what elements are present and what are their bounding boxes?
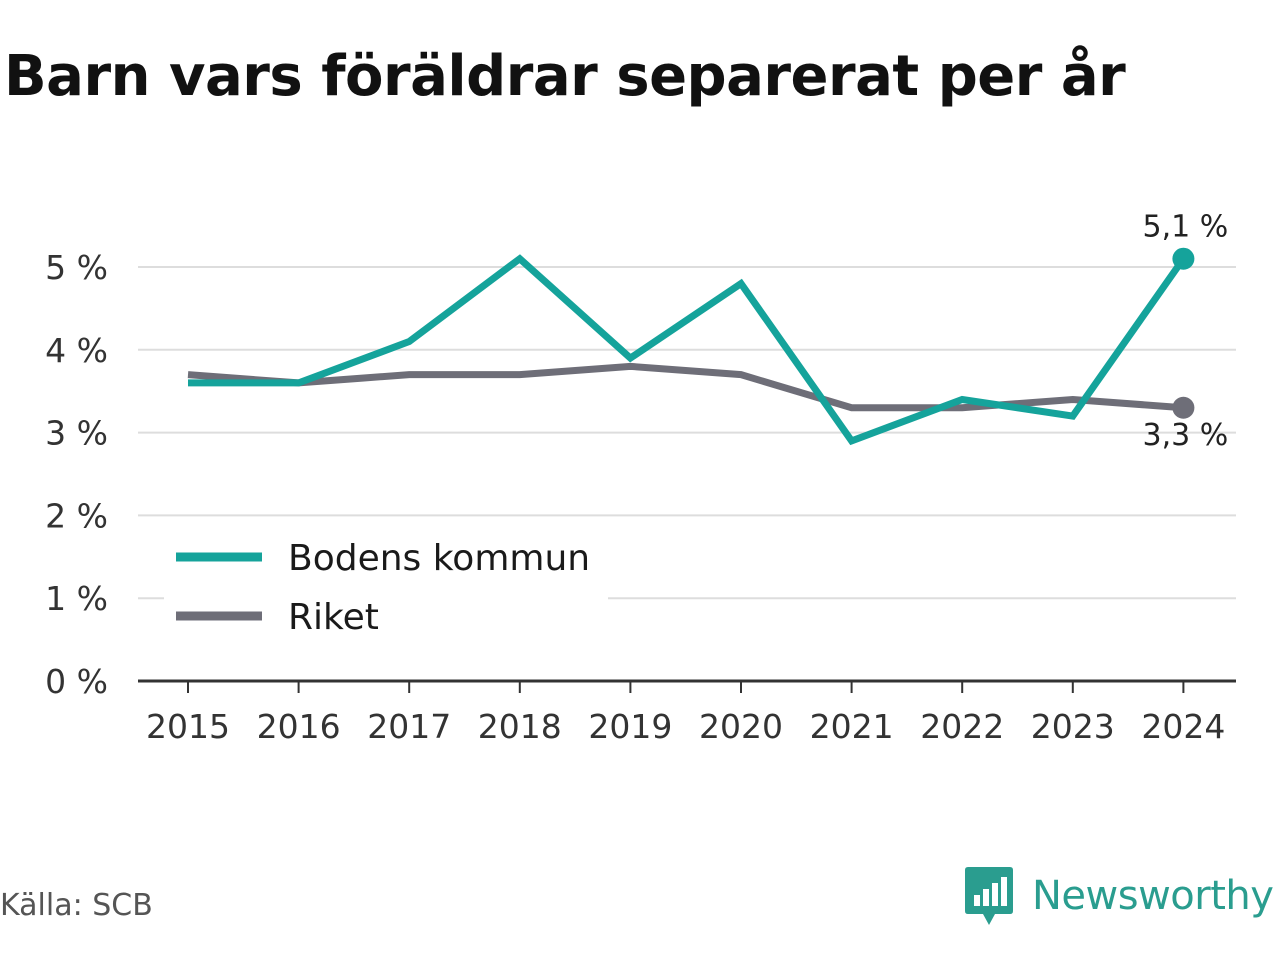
x-axis: 2015 2016 2017 2018 2019 2020 2021 2022 2023 2024 (138, 679, 1236, 746)
x-tick-label: 2017 (367, 707, 451, 746)
x-tick-label: 2019 (588, 707, 672, 746)
y-axis-tick-labels: 0 % 1 % 2 % 3 % 4 % 5 % (45, 248, 108, 701)
x-tick-label: 2016 (257, 707, 341, 746)
y-tick-label: 4 % (45, 331, 108, 370)
data-point (1172, 396, 1195, 419)
end-labels: 5,1 % 3,3 % (1143, 210, 1229, 453)
chart-title: Barn vars föräldrar separerat per år (4, 44, 1126, 109)
brand-name: Newsworthy (1032, 873, 1274, 919)
y-tick-label: 2 % (45, 496, 108, 535)
x-tick-label: 2023 (1031, 707, 1115, 746)
x-tick-label: 2022 (920, 707, 1004, 746)
y-tick-label: 5 % (45, 248, 108, 287)
x-tick-label: 2020 (699, 707, 783, 746)
y-tick-label: 1 % (45, 579, 108, 618)
series-line-riket (187, 362, 1184, 412)
data-point (1172, 247, 1195, 270)
x-tick-label: 2021 (810, 707, 894, 746)
y-tick-label: 0 % (45, 662, 108, 701)
legend-label: Bodens kommun (288, 538, 590, 579)
source-note: Källa: SCB (0, 888, 153, 923)
end-value-label: 5,1 % (1143, 210, 1229, 245)
end-value-label: 3,3 % (1143, 418, 1229, 453)
legend-background (164, 528, 608, 648)
legend-label: Riket (288, 597, 379, 638)
newsworthy-logo-icon (965, 867, 1013, 925)
brand-logo[interactable]: Newsworthy (964, 864, 1274, 928)
legend: Bodens kommun Riket (164, 528, 608, 648)
x-tick-label: 2024 (1141, 707, 1225, 746)
series-line-bodens-kommun (188, 254, 1187, 446)
y-tick-label: 3 % (45, 414, 108, 453)
series-lines (187, 247, 1195, 446)
x-tick-label: 2015 (146, 707, 230, 746)
x-tick-label: 2018 (478, 707, 562, 746)
